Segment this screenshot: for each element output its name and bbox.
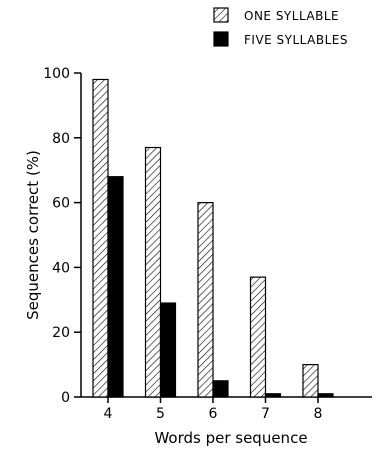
legend-label-five-syllables: FIVE SYLLABLES [244, 33, 348, 47]
y-tick-label: 100 [43, 66, 70, 82]
y-tick-label: 80 [52, 131, 70, 147]
bar-one-syllable-5 [144, 146, 162, 398]
legend-swatch-five-syllables [213, 31, 229, 47]
bar-one-syllable-4 [92, 78, 109, 398]
bar-one-syllable-7 [249, 276, 267, 398]
bar-one-syllable-6 [197, 202, 214, 398]
bars [92, 78, 334, 398]
bar-five-syllables-6 [212, 380, 229, 398]
y-axis-ticks: 0 20 40 60 80 100 [43, 66, 81, 406]
x-tick-label: 8 [314, 406, 323, 422]
x-axis-ticks: 4 5 6 7 8 [104, 397, 323, 422]
y-tick-label: 0 [61, 390, 70, 406]
x-tick-label: 7 [261, 406, 270, 422]
legend: ONE SYLLABLE FIVE SYLLABLES [213, 7, 348, 47]
bar-five-syllables-7 [264, 393, 282, 398]
y-tick-label: 20 [52, 325, 70, 341]
x-tick-label: 4 [104, 406, 113, 422]
x-axis-title: Words per sequence [154, 429, 307, 447]
legend-swatch-one-syllable [213, 7, 229, 23]
y-tick-label: 40 [52, 260, 70, 276]
legend-label-one-syllable: ONE SYLLABLE [244, 9, 339, 23]
x-tick-label: 5 [156, 406, 165, 422]
y-axis-title: Sequences correct (%) [24, 150, 42, 320]
y-tick-label: 60 [52, 196, 70, 212]
bar-five-syllables-8 [317, 393, 334, 398]
bar-five-syllables-5 [159, 302, 177, 398]
bar-five-syllables-4 [107, 176, 124, 398]
x-tick-label: 6 [209, 406, 218, 422]
bar-one-syllable-8 [302, 364, 319, 398]
